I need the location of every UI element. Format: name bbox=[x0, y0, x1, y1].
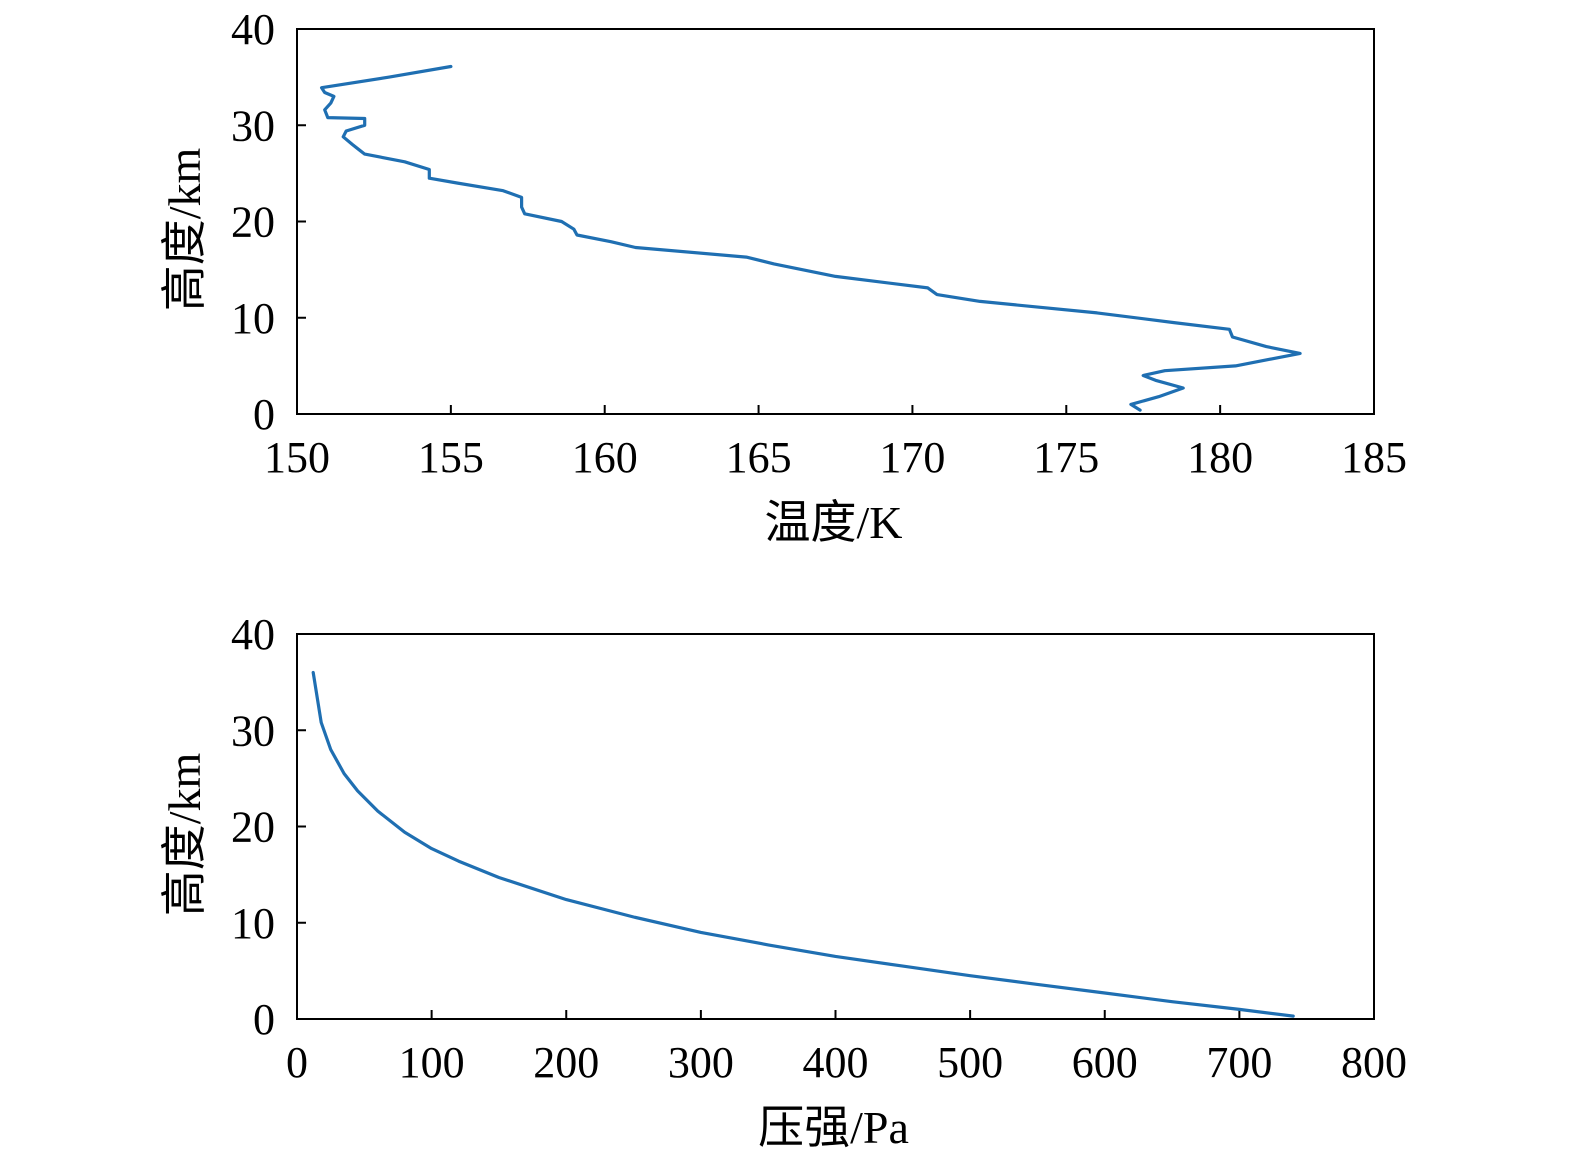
x-tick-label: 700 bbox=[1206, 1038, 1272, 1087]
series-line bbox=[320, 64, 1302, 412]
y-tick-label: 0 bbox=[253, 390, 275, 439]
x-tick-label: 0 bbox=[286, 1038, 308, 1087]
x-tick-label: 200 bbox=[533, 1038, 599, 1087]
pressure-height-chart: 0 100 200 300 400 500 600 700 800 0 10 20 30 40 压强/Pa 高… bbox=[159, 610, 1407, 1153]
x-tick-label: 165 bbox=[726, 433, 792, 482]
x-tick-label: 170 bbox=[879, 433, 945, 482]
y-axis-title: 高度/km bbox=[159, 753, 210, 917]
y-tick-label: 0 bbox=[253, 995, 275, 1044]
x-tick-label: 175 bbox=[1033, 433, 1099, 482]
plot-frame bbox=[296, 633, 1375, 1020]
y-tick-label: 30 bbox=[231, 706, 275, 755]
y-tick-label: 10 bbox=[231, 899, 275, 948]
y-tick-label: 10 bbox=[231, 294, 275, 343]
x-tick-label: 400 bbox=[803, 1038, 869, 1087]
x-tick-label: 100 bbox=[399, 1038, 465, 1087]
plot-frame bbox=[296, 28, 1375, 415]
x-tick-label: 160 bbox=[572, 433, 638, 482]
y-tick-label: 20 bbox=[231, 803, 275, 852]
y-tick-label: 20 bbox=[231, 198, 275, 247]
y-tick-label: 40 bbox=[231, 5, 275, 54]
x-axis-title: 温度/K bbox=[765, 497, 903, 548]
x-tick-label: 600 bbox=[1072, 1038, 1138, 1087]
x-tick-label: 300 bbox=[668, 1038, 734, 1087]
x-tick-label: 150 bbox=[264, 433, 330, 482]
y-tick-label: 40 bbox=[231, 610, 275, 659]
y-axis-title: 高度/km bbox=[159, 148, 210, 312]
x-axis-title: 压强/Pa bbox=[758, 1102, 909, 1153]
x-tick-label: 500 bbox=[937, 1038, 1003, 1087]
temperature-height-chart: 150 155 160 165 170 175 180 185 0 10 20 30 40 温度/K 高度/… bbox=[159, 5, 1407, 548]
x-tick-label: 155 bbox=[418, 433, 484, 482]
y-tick-label: 30 bbox=[231, 101, 275, 150]
x-tick-label: 180 bbox=[1187, 433, 1253, 482]
x-tick-label: 185 bbox=[1341, 433, 1407, 482]
series-line bbox=[311, 670, 1295, 1018]
x-tick-label: 800 bbox=[1341, 1038, 1407, 1087]
